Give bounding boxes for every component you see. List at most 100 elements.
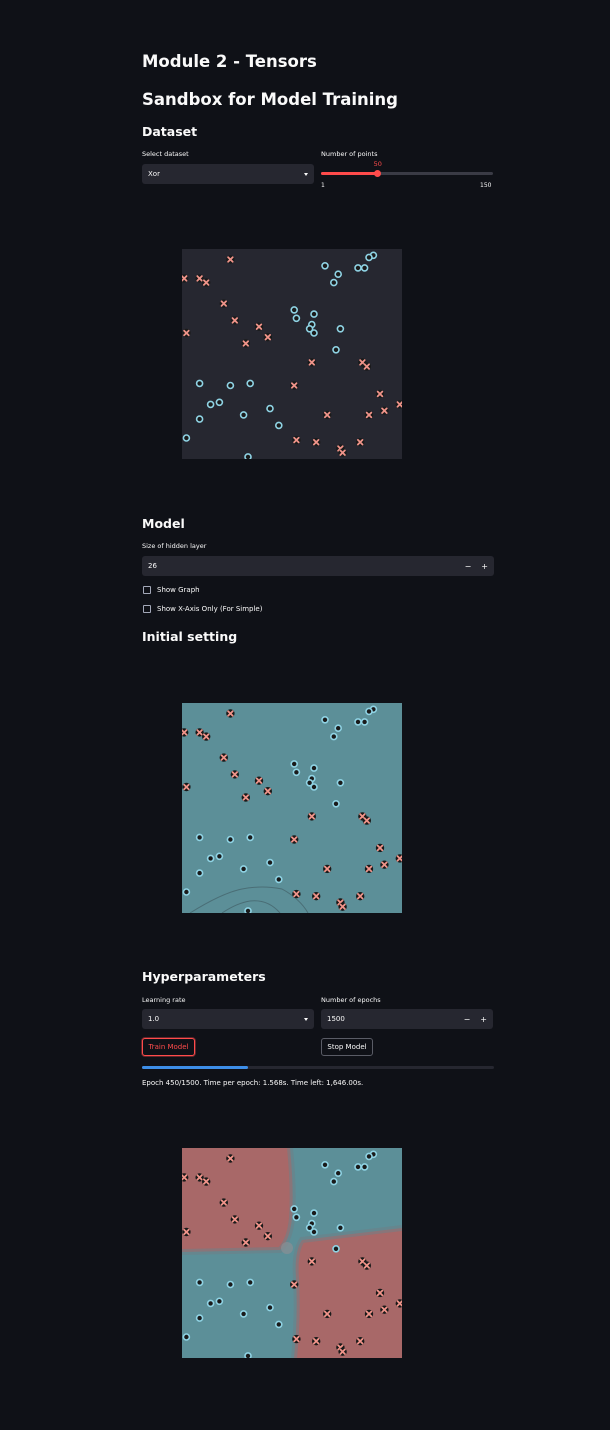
training-progress-fill: [142, 1066, 248, 1069]
circle-marker-icon: [310, 764, 318, 772]
x-marker-icon: [356, 1337, 365, 1346]
x-marker-icon: [307, 358, 316, 367]
x-marker-icon: [263, 1232, 272, 1241]
circle-marker-icon: [310, 1209, 318, 1217]
circle-marker-icon: [321, 261, 329, 270]
x-marker-icon: [290, 835, 299, 844]
decision-region-red: [294, 1228, 402, 1358]
hidden-size-input[interactable]: 26 − +: [142, 556, 494, 576]
x-marker-icon: [254, 776, 264, 785]
circle-marker-icon: [275, 421, 283, 430]
circle-marker-icon: [360, 718, 369, 726]
circle-marker-icon: [195, 1278, 204, 1287]
circle-marker-icon: [206, 854, 215, 863]
circle-marker-icon: [246, 379, 254, 388]
minus-button[interactable]: −: [463, 1014, 471, 1024]
x-marker-icon: [226, 1154, 235, 1163]
circle-marker-icon: [354, 718, 362, 726]
model-header: Model: [142, 516, 185, 531]
x-marker-icon: [312, 892, 321, 901]
hidden-size-value: 26: [148, 562, 157, 570]
circle-marker-icon: [246, 1278, 254, 1287]
x-marker-icon: [364, 864, 374, 874]
points-max-label: 150: [480, 182, 492, 189]
circle-marker-icon: [292, 768, 301, 777]
circle-marker-icon: [321, 715, 329, 724]
x-marker-icon: [395, 1299, 402, 1308]
checkbox-box[interactable]: [143, 586, 151, 594]
points-slider-track[interactable]: 50: [321, 160, 493, 177]
circle-marker-icon: [336, 779, 345, 787]
circle-marker-icon: [206, 1299, 215, 1308]
trained-plot: [182, 1148, 402, 1358]
points-slider-thumb[interactable]: [374, 169, 382, 177]
circle-marker-icon: [182, 434, 191, 442]
minus-button[interactable]: −: [464, 561, 472, 571]
show-xaxis-checkbox[interactable]: Show X-Axis Only (For Simple): [143, 605, 262, 613]
x-marker-icon: [290, 381, 299, 390]
circle-marker-icon: [195, 1314, 204, 1322]
circle-marker-icon: [244, 453, 252, 459]
checkbox-box[interactable]: [143, 605, 151, 613]
x-marker-icon: [356, 892, 365, 901]
circle-marker-icon: [290, 760, 298, 768]
x-marker-icon: [182, 328, 191, 338]
plus-button[interactable]: +: [481, 561, 488, 571]
x-marker-icon: [292, 1334, 301, 1344]
x-marker-icon: [323, 1309, 332, 1319]
x-marker-icon: [202, 278, 211, 287]
x-marker-icon: [362, 362, 371, 371]
x-marker-icon: [241, 1238, 250, 1247]
x-marker-icon: [362, 816, 371, 825]
circle-marker-icon: [290, 1205, 298, 1213]
stop-model-button[interactable]: Stop Model: [321, 1038, 373, 1056]
x-marker-icon: [241, 793, 250, 802]
x-marker-icon: [202, 1177, 211, 1186]
x-marker-icon: [195, 274, 204, 283]
x-marker-icon: [202, 732, 211, 741]
trained-plot-svg: [182, 1148, 402, 1358]
x-marker-icon: [323, 864, 332, 874]
x-marker-icon: [226, 255, 235, 264]
circle-marker-icon: [182, 888, 191, 896]
circle-marker-icon: [275, 1320, 283, 1329]
circle-marker-icon: [206, 400, 215, 409]
initial-setting-header: Initial setting: [142, 629, 238, 644]
circle-marker-icon: [182, 1333, 191, 1341]
dataset-plot-svg: [182, 249, 402, 459]
x-marker-icon: [219, 753, 228, 762]
dataset-select[interactable]: Xor: [142, 164, 314, 184]
circle-marker-icon: [321, 1160, 329, 1169]
plot-background: [182, 249, 402, 459]
epochs-input[interactable]: 1500 − +: [321, 1009, 493, 1029]
epochs-value: 1500: [327, 1015, 345, 1023]
train-model-button[interactable]: Train Model: [142, 1038, 195, 1056]
dataset-header: Dataset: [142, 124, 198, 139]
x-marker-icon: [380, 406, 389, 415]
circle-marker-icon: [310, 329, 318, 337]
plus-button[interactable]: +: [480, 1014, 487, 1024]
x-marker-icon: [230, 316, 239, 325]
dataset-select-value: Xor: [148, 170, 160, 178]
x-marker-icon: [263, 787, 272, 796]
learning-rate-select[interactable]: 1.0: [142, 1009, 314, 1029]
circle-marker-icon: [305, 325, 314, 333]
initial-plot-svg: [182, 703, 402, 913]
x-marker-icon: [230, 1215, 239, 1224]
circle-marker-icon: [266, 1303, 274, 1312]
x-marker-icon: [362, 1261, 371, 1270]
contour-line: [189, 886, 309, 913]
x-marker-icon: [323, 410, 332, 420]
circle-marker-icon: [336, 325, 345, 333]
x-marker-icon: [182, 1227, 191, 1237]
x-marker-icon: [263, 333, 272, 342]
circle-marker-icon: [365, 1152, 373, 1161]
circle-marker-icon: [215, 398, 224, 407]
show-graph-checkbox[interactable]: Show Graph: [143, 586, 200, 594]
circle-marker-icon: [195, 833, 204, 842]
x-marker-icon: [380, 860, 389, 869]
circle-marker-icon: [365, 253, 373, 262]
x-marker-icon: [312, 1337, 321, 1346]
training-progress-bar: [142, 1066, 494, 1069]
circle-marker-icon: [226, 835, 235, 844]
